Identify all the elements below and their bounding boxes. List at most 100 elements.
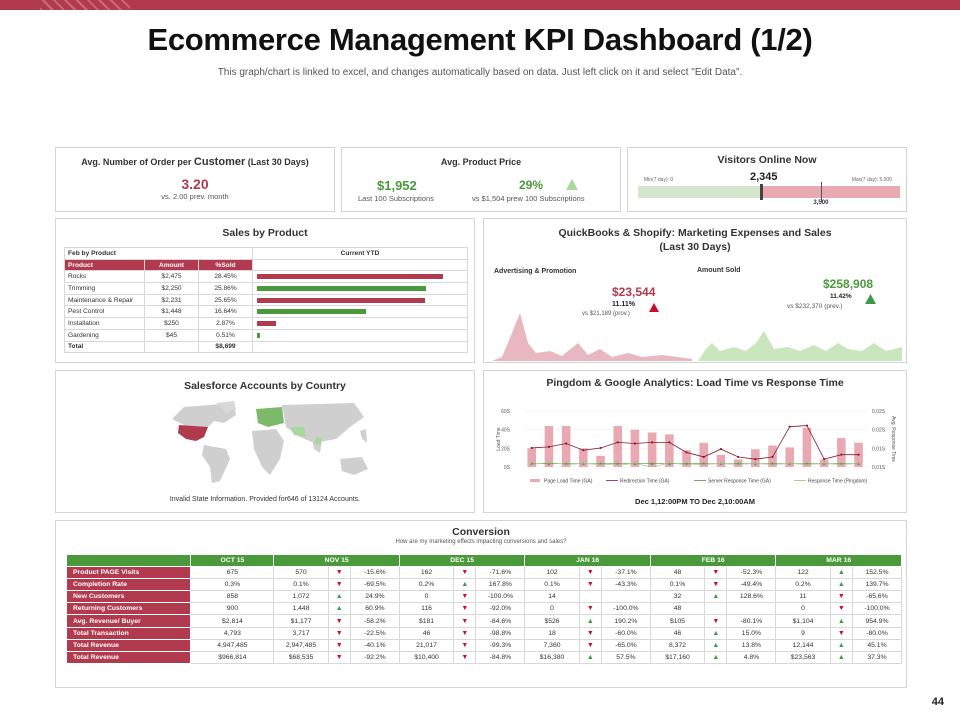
trend-down-icon: ▼ bbox=[327, 626, 351, 640]
map-asia bbox=[282, 403, 364, 443]
month-jan16: JAN 16 bbox=[524, 553, 651, 568]
legend-label: Page Load Time (GA) bbox=[544, 479, 593, 485]
bar bbox=[630, 429, 640, 467]
y-tick-label: 40S bbox=[501, 428, 511, 434]
map-south-america bbox=[202, 445, 230, 483]
map-middle-east bbox=[290, 427, 306, 437]
page-subtitle: This graph/chart is linked to excel, and… bbox=[217, 67, 743, 78]
series-point bbox=[737, 455, 740, 459]
conversion-row-label: Product PAGE Visits bbox=[65, 566, 192, 580]
conversion-value: 7,360 bbox=[524, 638, 580, 652]
conversion-value: 0 bbox=[398, 590, 455, 604]
series-point bbox=[667, 462, 671, 465]
y-tick-label: 0S bbox=[504, 465, 511, 471]
conversion-row-label: Total Revenue bbox=[65, 650, 192, 664]
conversion-row-label: New Customers bbox=[65, 590, 192, 604]
conversion-value: $105 bbox=[649, 614, 706, 628]
trend-up-icon: ▲ bbox=[704, 638, 728, 652]
conversion-row: Total Revenue $966,814 $68,535 ▼ -92.2% $10,4… bbox=[65, 650, 903, 664]
visitors-gauge-fill bbox=[638, 186, 761, 198]
y2-tick-label: 0.02S bbox=[872, 409, 886, 415]
conversion-change: -100.0% bbox=[475, 590, 526, 604]
conversion-change: 167.8% bbox=[475, 578, 526, 592]
conversion-value: $16,380 bbox=[524, 650, 580, 664]
sales-product: Installation bbox=[64, 317, 145, 330]
bar bbox=[613, 425, 623, 467]
conversion-change: -65.0% bbox=[600, 638, 651, 652]
conversion-value-oct: 4,947,485 bbox=[190, 638, 275, 652]
map-card-title: Salesforce Accounts by Country bbox=[184, 380, 346, 392]
trend-down-icon: ▼ bbox=[327, 650, 351, 664]
map-africa bbox=[252, 429, 284, 475]
price-left-value: $1,952 bbox=[377, 178, 417, 193]
sales-amount: $2,231 bbox=[144, 293, 199, 307]
conversion-change: -43.3% bbox=[600, 578, 651, 592]
conversion-value: 14 bbox=[524, 590, 580, 604]
legend-label: Server Response Time (GA) bbox=[708, 479, 771, 485]
sales-pct: 0.51% bbox=[198, 328, 253, 342]
series-point bbox=[857, 462, 861, 465]
month-dec15: DEC 15 bbox=[398, 553, 526, 568]
trend-none bbox=[704, 602, 728, 616]
trend-up-icon: ▲ bbox=[453, 578, 477, 592]
sales-header-left: Feb by Product bbox=[64, 247, 253, 260]
sales-card-title: Sales by Product bbox=[222, 227, 308, 239]
sales-amount: $2,250 bbox=[144, 282, 199, 295]
trend-down-icon: ▼ bbox=[453, 602, 477, 616]
series-point bbox=[651, 441, 654, 444]
trend-none bbox=[578, 590, 602, 604]
orders-title-suffix: (Last 30 Days) bbox=[245, 157, 309, 167]
series-point bbox=[616, 462, 620, 465]
trend-down-icon: ▼ bbox=[704, 614, 728, 628]
table-row: Trimming $2,250 25.86% bbox=[64, 282, 468, 295]
trend-down-icon: ▼ bbox=[829, 590, 853, 604]
qb-left-area bbox=[492, 313, 692, 361]
trend-down-icon: ▼ bbox=[704, 578, 728, 592]
conversion-value-oct: 675 bbox=[190, 566, 275, 580]
load-response-chart: 0S 20S 40S 60S 0.01S 0.01S 0.02S 0.02S Load Time… bbox=[496, 409, 896, 485]
series-point bbox=[650, 462, 654, 465]
series-point bbox=[685, 462, 689, 465]
conversion-row: Returning Customers 900 1,448 ▲ 60.9% 116 ▼ -92… bbox=[65, 602, 903, 616]
conversion-row-label: Avg. Revenue/ Buyer bbox=[65, 614, 192, 628]
conversion-value: 0.2% bbox=[398, 578, 455, 592]
series-point bbox=[633, 442, 637, 445]
qb-left-area-chart bbox=[492, 313, 692, 361]
trend-down-icon: ▼ bbox=[578, 566, 602, 580]
conversion-value: 12,144 bbox=[775, 638, 831, 652]
orders-card-title: Avg. Number of Order per Customer (Last … bbox=[56, 156, 334, 168]
conversion-value-oct: $2,814 bbox=[190, 614, 275, 628]
sales-col-bar bbox=[252, 258, 468, 272]
conversion-change: 24.9% bbox=[349, 590, 400, 604]
trend-up-icon: ▲ bbox=[704, 626, 728, 640]
trend-up-icon: ▲ bbox=[829, 650, 853, 664]
qb-right-up-arrow-icon bbox=[865, 294, 876, 304]
qb-right-pct: 11.42% bbox=[830, 293, 852, 300]
conversion-card: Conversion How are my marketing effects … bbox=[55, 520, 907, 688]
conversion-value: 0.1% bbox=[273, 578, 329, 592]
series-point bbox=[754, 458, 757, 461]
sales-header-right: Current YTD bbox=[252, 247, 468, 260]
conversion-row-label: Returning Customers bbox=[65, 602, 192, 616]
conversion-value: 32 bbox=[649, 590, 706, 604]
qb-title-line1: QuickBooks & Shopify: Marketing Expenses… bbox=[558, 227, 832, 239]
series-point bbox=[823, 458, 826, 461]
conversion-row-label: Total Revenue bbox=[65, 638, 192, 652]
trend-up-icon: ▲ bbox=[578, 650, 602, 664]
conversion-subtitle: How are my marketing effects impacting c… bbox=[395, 539, 567, 545]
bar bbox=[561, 425, 571, 467]
map-australia bbox=[340, 457, 368, 475]
bar bbox=[682, 450, 691, 467]
trend-down-icon: ▼ bbox=[327, 566, 351, 580]
sales-total-row: Total $8,699 bbox=[64, 340, 468, 354]
conversion-change: -49.4% bbox=[726, 578, 777, 592]
conversion-change: 139.7% bbox=[851, 578, 903, 592]
trend-up-icon: ▲ bbox=[829, 614, 853, 628]
conversion-change: 15.0% bbox=[726, 626, 777, 640]
conversion-change: 128.6% bbox=[726, 590, 777, 604]
trend-down-icon: ▼ bbox=[453, 566, 477, 580]
price-right-sub: vs $1,504 prew 100 Subscriptions bbox=[472, 194, 585, 203]
sales-bar-cell bbox=[252, 282, 468, 295]
conversion-row: Completion Rate 0.3% 0.1% ▼ -69.5% 0.2% ▲ 167.8… bbox=[65, 578, 903, 592]
orders-sub: vs. 2.00 prev. month bbox=[161, 192, 229, 201]
